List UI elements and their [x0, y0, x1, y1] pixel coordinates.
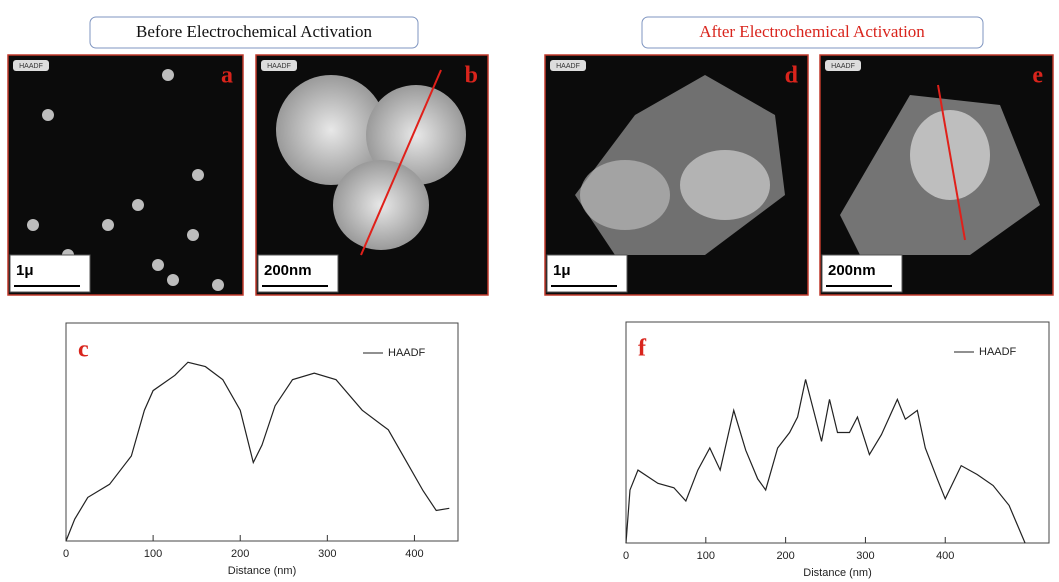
header-before: Before Electrochemical Activation: [136, 22, 373, 41]
figure: Before Electrochemical Activation After …: [0, 0, 1059, 582]
x-tick-label: 100: [144, 548, 162, 560]
panel-label: e: [1032, 63, 1043, 89]
panel-label: c: [78, 337, 89, 363]
particle: [152, 259, 164, 271]
x-tick-label: 300: [318, 548, 336, 560]
x-axis-label: Distance (nm): [803, 567, 871, 579]
header-after: After Electrochemical Activation: [699, 22, 925, 41]
x-tick-label: 0: [623, 550, 629, 562]
panel-tag: HAADF: [556, 63, 580, 70]
legend-label: HAADF: [388, 347, 426, 359]
particle: [187, 229, 199, 241]
legend-label: HAADF: [979, 346, 1017, 358]
x-tick-label: 300: [856, 550, 874, 562]
panel-tag: HAADF: [19, 63, 43, 70]
particle: [102, 219, 114, 231]
panel-label: a: [221, 63, 233, 89]
panel-label: f: [638, 336, 647, 362]
flake: [680, 150, 770, 220]
flake: [580, 160, 670, 230]
panel-label: d: [785, 63, 799, 89]
particle: [192, 169, 204, 181]
panel-label: b: [465, 63, 478, 89]
panel-tag: HAADF: [267, 63, 291, 70]
scale-bar-label: 1μ: [553, 262, 571, 279]
x-tick-label: 200: [231, 548, 249, 560]
x-tick-label: 400: [936, 550, 954, 562]
particle: [212, 279, 224, 291]
x-tick-label: 0: [63, 548, 69, 560]
scale-bar-label: 200nm: [264, 262, 312, 279]
panel-tag: HAADF: [831, 63, 855, 70]
scale-bar-label: 200nm: [828, 262, 876, 279]
particle: [333, 160, 429, 250]
particle: [167, 274, 179, 286]
x-tick-label: 400: [405, 548, 423, 560]
particle: [27, 219, 39, 231]
particle: [132, 199, 144, 211]
particle: [42, 109, 54, 121]
page: {"header": {"before": "Before Electroche…: [0, 0, 1059, 582]
particle: [162, 69, 174, 81]
scale-bar-label: 1μ: [16, 262, 34, 279]
x-tick-label: 200: [776, 550, 794, 562]
x-tick-label: 100: [697, 550, 715, 562]
x-axis-label: Distance (nm): [228, 565, 296, 577]
